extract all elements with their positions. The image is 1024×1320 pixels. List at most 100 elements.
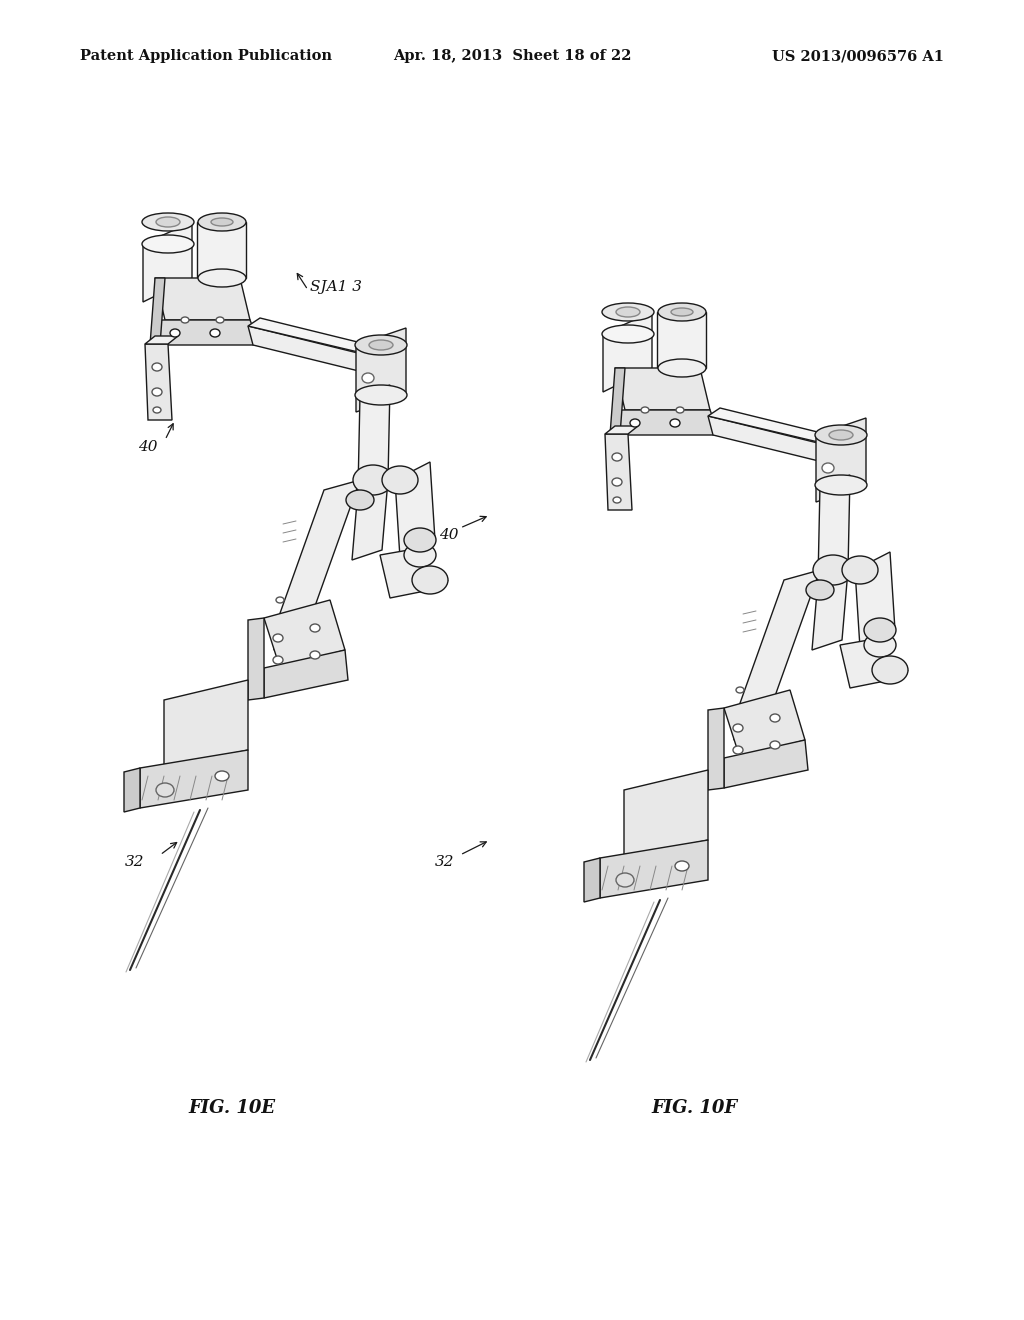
Polygon shape bbox=[248, 618, 264, 700]
Ellipse shape bbox=[736, 686, 744, 693]
Polygon shape bbox=[145, 345, 172, 420]
Ellipse shape bbox=[829, 430, 853, 440]
Polygon shape bbox=[734, 570, 820, 719]
Text: US 2013/0096576 A1: US 2013/0096576 A1 bbox=[772, 49, 944, 63]
Ellipse shape bbox=[612, 453, 622, 461]
Ellipse shape bbox=[170, 329, 180, 337]
Polygon shape bbox=[358, 385, 390, 490]
Text: Patent Application Publication: Patent Application Publication bbox=[80, 49, 332, 63]
Ellipse shape bbox=[310, 624, 319, 632]
Text: 32: 32 bbox=[435, 855, 455, 869]
Polygon shape bbox=[380, 548, 430, 598]
Ellipse shape bbox=[815, 425, 867, 445]
Polygon shape bbox=[610, 411, 720, 436]
Ellipse shape bbox=[156, 783, 174, 797]
Polygon shape bbox=[395, 462, 435, 558]
Text: FIG. 10F: FIG. 10F bbox=[651, 1100, 737, 1117]
Ellipse shape bbox=[675, 861, 689, 871]
Polygon shape bbox=[584, 858, 600, 902]
Ellipse shape bbox=[842, 556, 878, 583]
Ellipse shape bbox=[181, 317, 189, 323]
Ellipse shape bbox=[153, 407, 161, 413]
Ellipse shape bbox=[346, 490, 374, 510]
Polygon shape bbox=[124, 768, 140, 812]
Polygon shape bbox=[352, 480, 388, 560]
Text: Apr. 18, 2013  Sheet 18 of 22: Apr. 18, 2013 Sheet 18 of 22 bbox=[393, 49, 631, 63]
Ellipse shape bbox=[815, 475, 867, 495]
Polygon shape bbox=[164, 680, 248, 768]
Ellipse shape bbox=[813, 554, 853, 585]
Polygon shape bbox=[605, 426, 638, 434]
Polygon shape bbox=[708, 408, 842, 446]
Ellipse shape bbox=[198, 269, 246, 286]
Ellipse shape bbox=[276, 597, 284, 603]
Ellipse shape bbox=[198, 213, 246, 231]
Polygon shape bbox=[356, 327, 406, 412]
Text: 32: 32 bbox=[125, 855, 144, 869]
Ellipse shape bbox=[733, 723, 743, 733]
Polygon shape bbox=[734, 710, 770, 741]
Ellipse shape bbox=[404, 543, 436, 568]
Polygon shape bbox=[145, 337, 178, 345]
Ellipse shape bbox=[362, 374, 374, 383]
Polygon shape bbox=[657, 312, 706, 368]
Ellipse shape bbox=[355, 335, 407, 355]
Ellipse shape bbox=[864, 634, 896, 657]
Polygon shape bbox=[624, 770, 708, 858]
Ellipse shape bbox=[822, 463, 834, 473]
Ellipse shape bbox=[733, 746, 743, 754]
Polygon shape bbox=[708, 708, 724, 789]
Polygon shape bbox=[264, 649, 348, 698]
Polygon shape bbox=[150, 319, 260, 345]
Ellipse shape bbox=[142, 235, 194, 253]
Ellipse shape bbox=[412, 566, 449, 594]
Polygon shape bbox=[264, 601, 345, 668]
Ellipse shape bbox=[630, 418, 640, 426]
Polygon shape bbox=[724, 741, 808, 788]
Ellipse shape bbox=[670, 418, 680, 426]
Polygon shape bbox=[248, 318, 382, 356]
Ellipse shape bbox=[353, 465, 393, 495]
Ellipse shape bbox=[142, 213, 194, 231]
Ellipse shape bbox=[616, 873, 634, 887]
Ellipse shape bbox=[613, 498, 621, 503]
Ellipse shape bbox=[404, 528, 436, 552]
Ellipse shape bbox=[210, 329, 220, 337]
Ellipse shape bbox=[658, 359, 706, 378]
Polygon shape bbox=[143, 222, 193, 302]
Ellipse shape bbox=[641, 407, 649, 413]
Ellipse shape bbox=[770, 714, 780, 722]
Polygon shape bbox=[818, 475, 850, 579]
Ellipse shape bbox=[616, 308, 640, 317]
Ellipse shape bbox=[211, 218, 233, 226]
Ellipse shape bbox=[382, 466, 418, 494]
Ellipse shape bbox=[310, 651, 319, 659]
Polygon shape bbox=[600, 840, 708, 898]
Polygon shape bbox=[816, 418, 866, 502]
Ellipse shape bbox=[369, 341, 393, 350]
Ellipse shape bbox=[216, 317, 224, 323]
Polygon shape bbox=[140, 750, 248, 808]
Polygon shape bbox=[603, 312, 652, 392]
Polygon shape bbox=[724, 690, 805, 758]
Ellipse shape bbox=[872, 656, 908, 684]
Ellipse shape bbox=[602, 325, 654, 343]
Ellipse shape bbox=[355, 385, 407, 405]
Polygon shape bbox=[812, 570, 848, 649]
Ellipse shape bbox=[273, 656, 283, 664]
Polygon shape bbox=[274, 620, 310, 649]
Ellipse shape bbox=[612, 478, 622, 486]
Ellipse shape bbox=[152, 388, 162, 396]
Polygon shape bbox=[274, 480, 360, 630]
Text: SJA1 3: SJA1 3 bbox=[310, 280, 362, 294]
Polygon shape bbox=[150, 279, 165, 345]
Polygon shape bbox=[708, 416, 835, 465]
Polygon shape bbox=[855, 552, 895, 648]
Text: FIG. 10E: FIG. 10E bbox=[188, 1100, 275, 1117]
Polygon shape bbox=[248, 326, 375, 375]
Ellipse shape bbox=[806, 579, 834, 601]
Ellipse shape bbox=[156, 216, 180, 227]
Text: 40: 40 bbox=[439, 528, 459, 543]
Polygon shape bbox=[615, 368, 710, 411]
Polygon shape bbox=[610, 368, 625, 436]
